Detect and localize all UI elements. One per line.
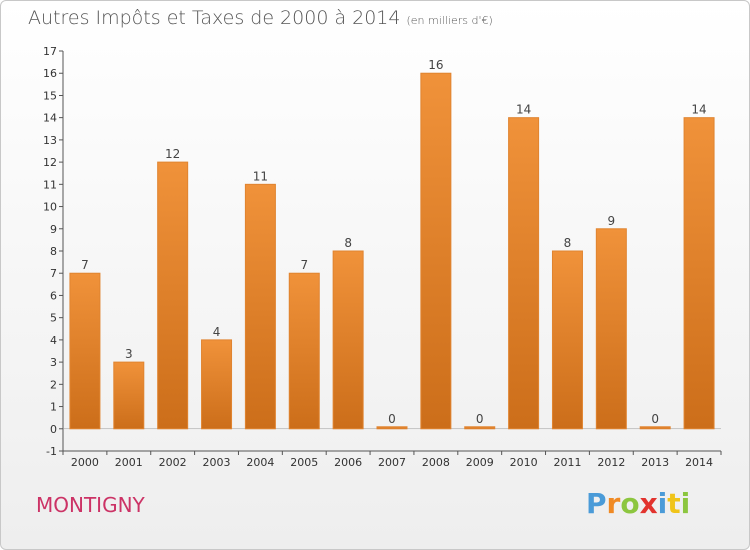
bar bbox=[201, 339, 233, 430]
x-tick-label: 2006 bbox=[334, 456, 362, 469]
bar-value-label: 7 bbox=[81, 258, 89, 272]
bar-value-label: 8 bbox=[564, 236, 572, 250]
chart-title-text: Autres Impôts et Taxes de 2000 à 2014 bbox=[28, 7, 401, 29]
x-tick-label: 2003 bbox=[203, 456, 231, 469]
bar bbox=[420, 72, 452, 430]
bar bbox=[69, 272, 101, 430]
x-tick-label: 2014 bbox=[685, 456, 713, 469]
x-tick-label: 2000 bbox=[71, 456, 99, 469]
y-tick-label: 15 bbox=[43, 89, 57, 102]
x-tick-label: 2001 bbox=[115, 456, 143, 469]
x-tick-label: 2007 bbox=[378, 456, 406, 469]
bar-value-label: 3 bbox=[125, 347, 133, 361]
bar-value-label: 0 bbox=[476, 412, 484, 426]
bar-value-label: 0 bbox=[388, 412, 396, 426]
logo-letter: t bbox=[667, 487, 681, 520]
x-tick-label: 2012 bbox=[597, 456, 625, 469]
logo-letter: x bbox=[639, 487, 658, 520]
bar-value-label: 8 bbox=[344, 236, 352, 250]
logo-letter: i bbox=[657, 487, 668, 520]
y-tick-label: 7 bbox=[50, 267, 57, 280]
y-tick-label: 6 bbox=[50, 289, 57, 302]
bar bbox=[113, 361, 145, 430]
x-tick-label: 2008 bbox=[422, 456, 450, 469]
y-tick-label: 13 bbox=[43, 134, 57, 147]
bar bbox=[508, 117, 540, 430]
bar bbox=[551, 250, 583, 430]
bar bbox=[639, 426, 671, 430]
y-tick-label: 5 bbox=[50, 312, 57, 325]
y-tick-label: -1 bbox=[46, 445, 57, 458]
x-tick-label: 2013 bbox=[641, 456, 669, 469]
x-tick-label: 2005 bbox=[290, 456, 318, 469]
bar bbox=[683, 117, 715, 430]
logo-letter: i bbox=[680, 487, 691, 520]
bar-value-label: 11 bbox=[253, 169, 268, 183]
logo-letter: o bbox=[620, 487, 640, 520]
bar bbox=[464, 426, 496, 430]
y-tick-label: 1 bbox=[50, 401, 57, 414]
y-tick-label: 11 bbox=[43, 178, 57, 191]
bar-value-label: 14 bbox=[516, 103, 531, 117]
bar bbox=[332, 250, 364, 430]
y-tick-label: 17 bbox=[43, 45, 57, 58]
bar-value-label: 14 bbox=[691, 103, 706, 117]
bar bbox=[244, 183, 276, 430]
bar bbox=[157, 161, 189, 430]
y-tick-label: 2 bbox=[50, 378, 57, 391]
location-name: MONTIGNY bbox=[36, 493, 145, 517]
bar bbox=[595, 228, 627, 430]
bar bbox=[376, 426, 408, 430]
bar-value-label: 16 bbox=[428, 58, 443, 72]
logo-letter: r bbox=[606, 487, 621, 520]
proxiti-logo: Proxiti bbox=[586, 487, 690, 520]
x-tick-label: 2010 bbox=[510, 456, 538, 469]
y-tick-label: 12 bbox=[43, 156, 57, 169]
y-tick-label: 0 bbox=[50, 423, 57, 436]
y-tick-label: 9 bbox=[50, 223, 57, 236]
bar bbox=[288, 272, 320, 430]
y-tick-label: 4 bbox=[50, 334, 57, 347]
bar-value-label: 7 bbox=[300, 258, 308, 272]
x-tick-label: 2011 bbox=[553, 456, 581, 469]
y-tick-label: 8 bbox=[50, 245, 57, 258]
bar-value-label: 4 bbox=[213, 325, 221, 339]
logo-letter: P bbox=[586, 487, 607, 520]
bar-value-label: 0 bbox=[651, 412, 659, 426]
bar-value-label: 12 bbox=[165, 147, 180, 161]
x-tick-label: 2004 bbox=[246, 456, 274, 469]
bar-value-label: 9 bbox=[608, 214, 616, 228]
chart-subtitle: (en milliers d'€) bbox=[406, 14, 493, 27]
y-tick-label: 14 bbox=[43, 112, 57, 125]
x-tick-label: 2002 bbox=[159, 456, 187, 469]
y-tick-label: 3 bbox=[50, 356, 57, 369]
y-tick-label: 10 bbox=[43, 201, 57, 214]
chart-title: Autres Impôts et Taxes de 2000 à 2014 (en… bbox=[28, 7, 493, 29]
y-tick-label: 16 bbox=[43, 67, 57, 80]
x-tick-label: 2009 bbox=[466, 456, 494, 469]
